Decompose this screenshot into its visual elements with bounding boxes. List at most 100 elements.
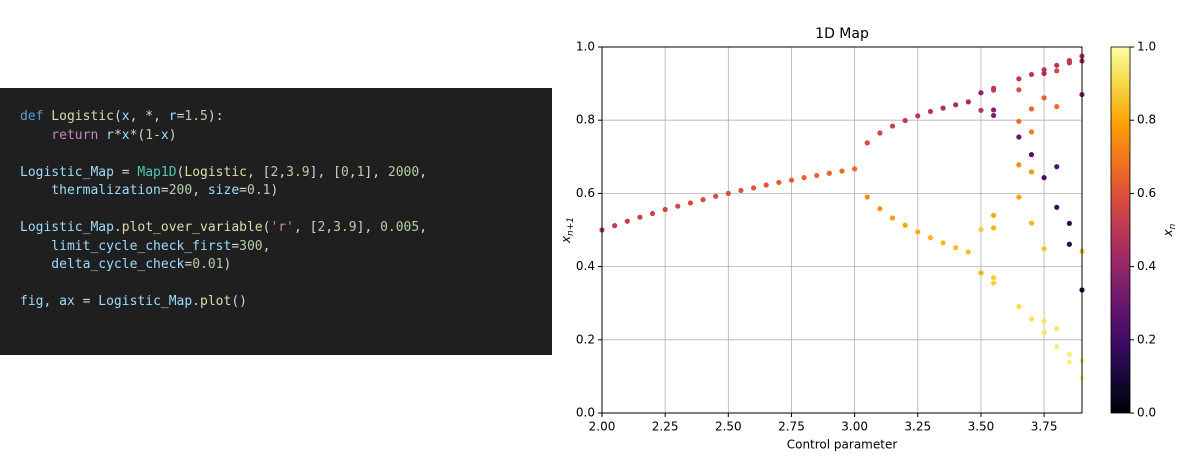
code-token: ], (356, 220, 381, 235)
code-line: def Logistic(x, *, r=1.5): (20, 108, 552, 127)
point (637, 214, 643, 220)
point (1028, 71, 1035, 78)
code-token: 2000 (387, 164, 420, 180)
code-token: 300 (239, 238, 263, 254)
point (1041, 175, 1047, 181)
point (990, 274, 997, 281)
code-token: Logistic (184, 164, 247, 180)
code-block: def Logistic(x, *, r=1.5): return r*x*(1… (20, 108, 552, 145)
point (1066, 241, 1072, 247)
point (1054, 104, 1060, 110)
code-token: 3.9 (286, 164, 310, 180)
code-token: Map1D (137, 164, 177, 180)
point (877, 130, 883, 136)
code-token: 'r' (270, 220, 294, 235)
point (1041, 67, 1047, 73)
point (1054, 326, 1060, 332)
point (738, 187, 744, 194)
code-token: = (176, 109, 185, 124)
point (990, 225, 997, 231)
code-token: = (74, 294, 99, 309)
point (915, 229, 921, 235)
point (953, 244, 959, 251)
point (788, 177, 795, 183)
code-token: 1 (145, 127, 154, 143)
code-token: Logistic_Map (98, 294, 193, 309)
point (1028, 169, 1035, 175)
point (750, 185, 757, 191)
code-token: = (231, 238, 240, 254)
code-token: , (419, 220, 428, 235)
point (1041, 246, 1047, 252)
colorbar-label: xn (1161, 223, 1178, 237)
code-token: . (113, 220, 122, 235)
y-tick-label: 0.0 (576, 406, 595, 420)
point (990, 212, 997, 218)
code-token: Logistic_Map (20, 164, 114, 180)
point (776, 179, 782, 186)
point (1016, 162, 1022, 168)
code-token: 2 (317, 220, 326, 235)
point (1066, 220, 1072, 227)
code-token: - (153, 127, 161, 143)
colorbar-tick-label: 0.8 (1137, 113, 1156, 127)
code-panel: def Logistic(x, *, r=1.5): return r*x*(1… (0, 88, 552, 355)
code-token: . (192, 294, 201, 309)
code-line: return r*x*(1-x) (20, 127, 552, 146)
point (700, 197, 706, 203)
code-token: r (98, 127, 114, 143)
point (814, 172, 820, 179)
point (902, 117, 908, 124)
code-token: delta_cycle_check (20, 257, 185, 272)
point (1041, 329, 1047, 336)
code-token: x (121, 127, 130, 143)
point (1054, 204, 1060, 210)
code-token: , (262, 238, 271, 254)
colorbar-tick-label: 0.4 (1137, 259, 1156, 273)
code-token: ( (262, 220, 271, 235)
point (889, 123, 896, 129)
code-token: Logistic_Map (20, 220, 114, 235)
plot-frame (601, 46, 1083, 414)
y-tick-label: 0.6 (576, 186, 595, 200)
point (725, 190, 731, 196)
y-axis-label: xn+1 (559, 217, 576, 244)
point (978, 107, 984, 113)
code-token: 0.1 (247, 183, 271, 198)
point (1016, 134, 1022, 140)
code-token: 0 (340, 164, 349, 180)
code-token: 1 (356, 164, 365, 180)
code-token: fig (20, 294, 44, 309)
code-token: 2 (270, 164, 279, 180)
x-tick-label: 3.25 (904, 420, 931, 434)
point (940, 240, 946, 246)
code-token: ): (207, 109, 224, 124)
point (978, 90, 984, 96)
code-token: ], [ (309, 164, 341, 180)
code-token: r (168, 109, 177, 124)
code-token: , (192, 183, 208, 198)
code-token: plot_over_variable (121, 220, 263, 235)
x-tick-label: 3.00 (841, 420, 868, 434)
point (978, 227, 984, 233)
code-token: , [ (247, 164, 271, 180)
code-token: size (207, 183, 240, 198)
chart-title: 1D Map (815, 26, 869, 42)
code-token: ) (270, 183, 279, 198)
point (624, 218, 630, 224)
point (1066, 58, 1072, 64)
code-token: plot (200, 294, 232, 309)
colorbar-tick-label: 0.2 (1137, 332, 1156, 346)
code-token: = (113, 164, 138, 180)
code-token: 3.9 (333, 220, 357, 235)
code-line: fig, ax = Logistic_Map.plot() (20, 293, 552, 312)
point (864, 140, 870, 146)
colorbar-label-sub: n (1168, 223, 1178, 229)
y-tick-label: 0.4 (576, 259, 595, 273)
point (662, 206, 668, 213)
point (953, 102, 959, 108)
x-axis-label: Control parameter (787, 438, 898, 452)
point (1041, 70, 1047, 76)
code-token: ax (59, 294, 75, 309)
